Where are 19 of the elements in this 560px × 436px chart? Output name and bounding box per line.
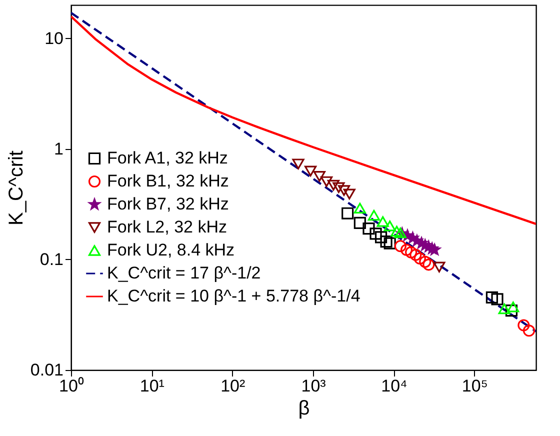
x-tick-label: 10⁵ [462, 376, 488, 396]
x-tick-label: 10⁰ [59, 376, 84, 396]
legend-label: Fork A1, 32 kHz [107, 148, 228, 168]
y-tick-label: 0.01 [30, 360, 64, 380]
x-tick-label: 10² [220, 376, 246, 396]
legend-label: Fork B1, 32 kHz [107, 172, 229, 190]
legend-label: Fork U2, 8.4 kHz [107, 240, 235, 260]
y-tick-label: 1 [54, 139, 64, 158]
y-tick-label: 0.1 [40, 250, 64, 269]
legend-label: Fork B7, 32 kHz [107, 194, 229, 214]
y-axis-title: K_C^crit [5, 150, 28, 226]
x-tick-label: 10¹ [140, 376, 165, 396]
legend-label: K_C^crit = 17 β^-1/2 [107, 264, 261, 282]
legend-label: Fork L2, 32 kHz [107, 218, 227, 236]
x-axis-title: β [298, 398, 310, 420]
y-tick-label: 10 [44, 28, 64, 48]
x-tick-label: 10³ [301, 376, 326, 396]
x-tick-label: 10⁴ [381, 376, 408, 396]
legend-label: K_C^crit = 10 β^-1 + 5.778 β^-1/4 [107, 286, 360, 306]
